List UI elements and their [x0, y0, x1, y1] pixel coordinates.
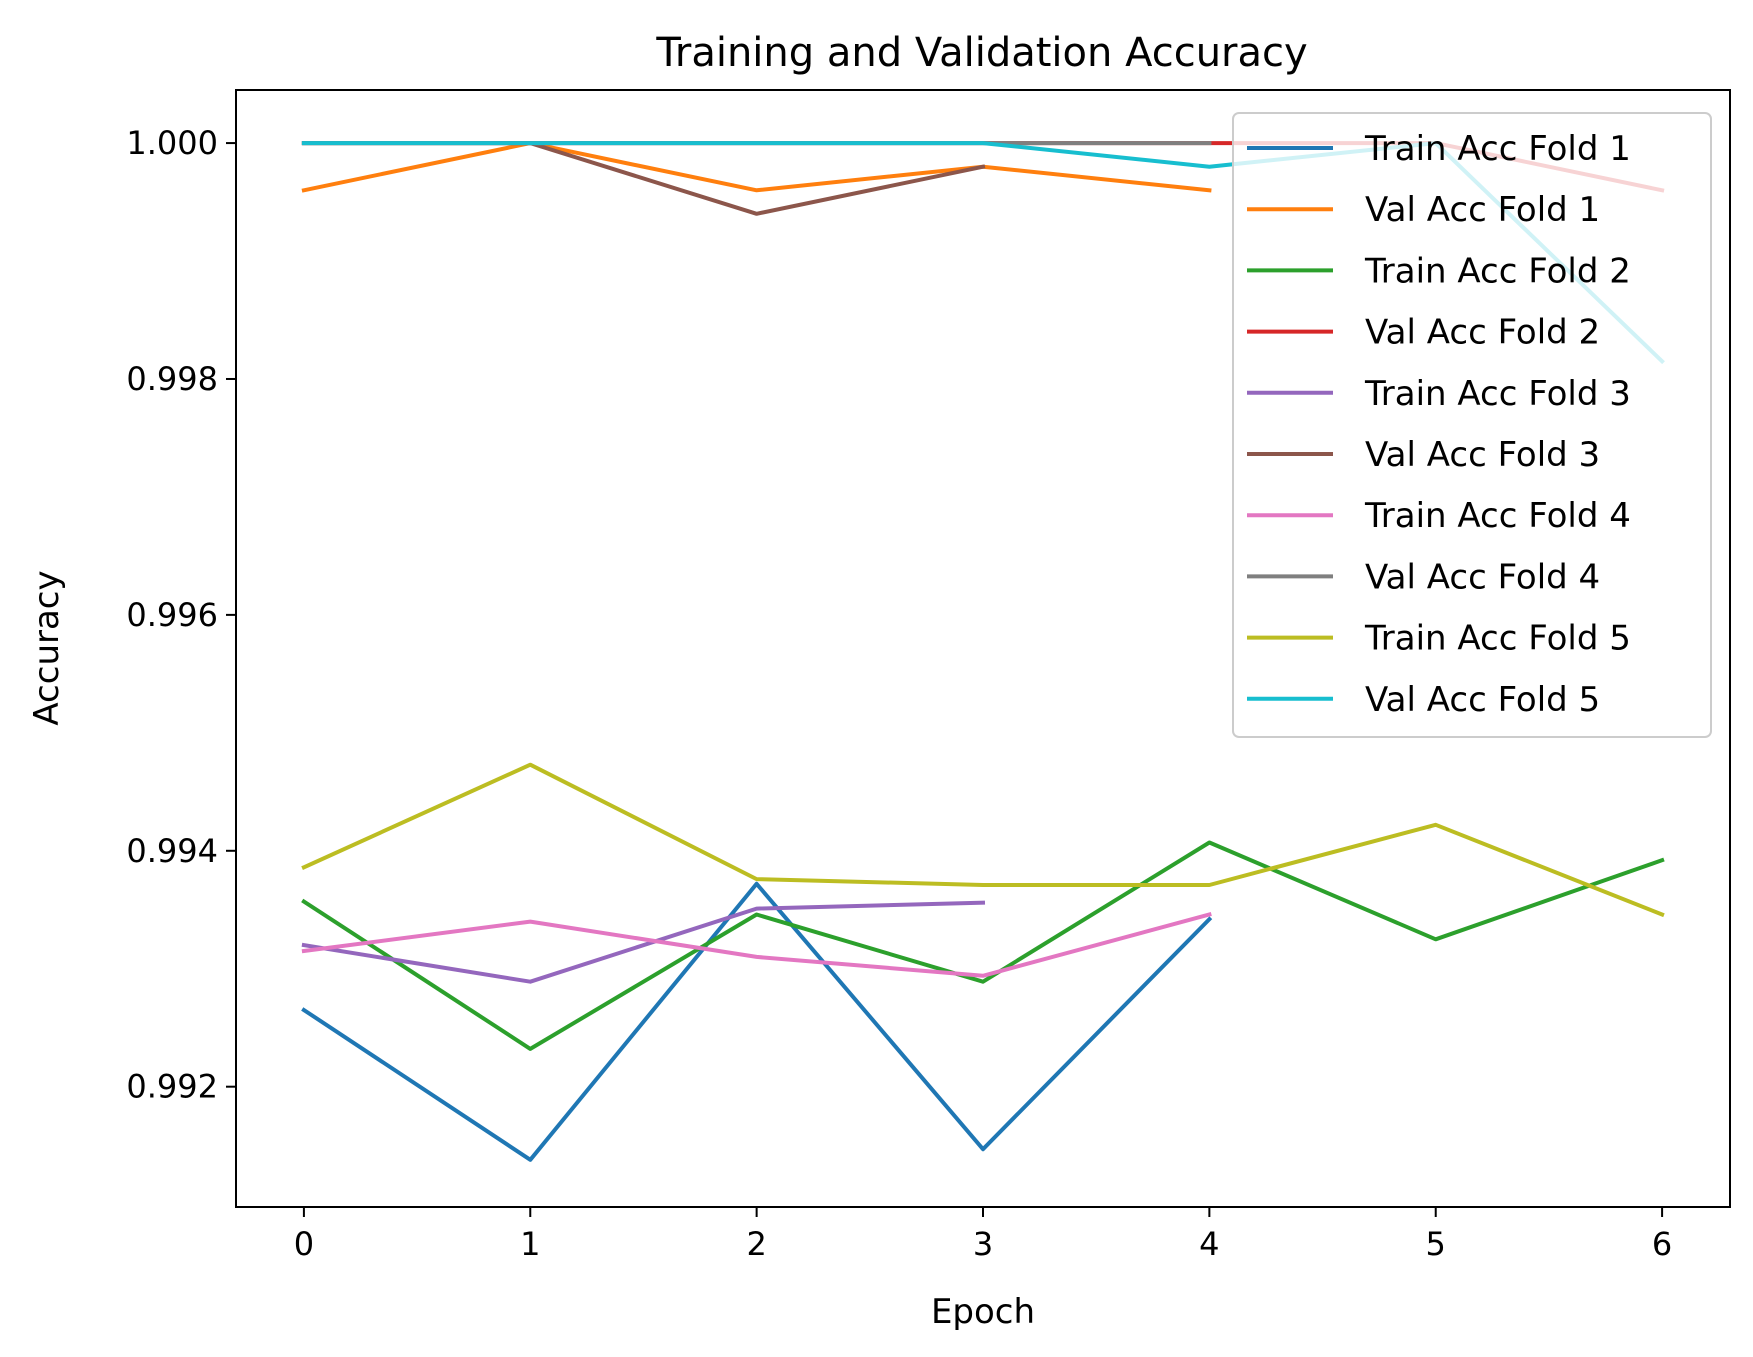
x-tick-label: 2 [746, 1225, 766, 1263]
y-tick-label: 0.994 [126, 832, 218, 870]
x-tick-label: 4 [1199, 1225, 1219, 1263]
x-tick-label: 1 [520, 1225, 540, 1263]
series-line-3 [301, 840, 1665, 1051]
series-line-9 [301, 762, 1665, 918]
series-line-2 [301, 141, 1212, 193]
legend-label-10: Val Acc Fold 5 [1365, 680, 1600, 720]
x-tick-label: 6 [1652, 1225, 1672, 1263]
series-line-5 [301, 900, 986, 984]
legend-label-3: Train Acc Fold 2 [1364, 251, 1631, 291]
legend-label-7: Train Acc Fold 4 [1364, 496, 1631, 536]
x-tick-label: 5 [1426, 1225, 1446, 1263]
x-axis-ticks: 0 1 2 3 4 5 6 [294, 1207, 1672, 1263]
legend-label-6: Val Acc Fold 3 [1365, 435, 1600, 475]
series-line-7 [301, 912, 1212, 978]
legend: Train Acc Fold 1 Val Acc Fold 1 Train Acc … [1232, 112, 1712, 738]
legend-label-4: Val Acc Fold 2 [1365, 313, 1600, 353]
chart-title: Training and Validation Accuracy [655, 30, 1307, 76]
y-tick-label: 1.000 [126, 124, 218, 162]
y-tick-label: 0.996 [126, 596, 218, 634]
y-axis-ticks: 0.992 0.994 0.996 0.998 1.000 [126, 124, 236, 1106]
series-line-1 [301, 881, 1213, 1162]
legend-box [1232, 112, 1712, 738]
legend-label-9: Train Acc Fold 5 [1364, 619, 1631, 659]
legend-label-8: Val Acc Fold 4 [1365, 557, 1600, 597]
y-tick-label: 0.998 [126, 360, 218, 398]
y-tick-label: 0.992 [126, 1068, 218, 1106]
legend-items: Train Acc Fold 1 Val Acc Fold 1 Train Acc … [1247, 129, 1631, 720]
y-axis-label: Accuracy [27, 570, 67, 725]
legend-label-5: Train Acc Fold 3 [1364, 374, 1631, 414]
legend-label-2: Val Acc Fold 1 [1365, 190, 1600, 230]
x-tick-label: 0 [294, 1225, 314, 1263]
legend-label-1: Train Acc Fold 1 [1364, 129, 1631, 169]
x-axis-label: Epoch [931, 1292, 1035, 1332]
x-tick-label: 3 [973, 1225, 993, 1263]
